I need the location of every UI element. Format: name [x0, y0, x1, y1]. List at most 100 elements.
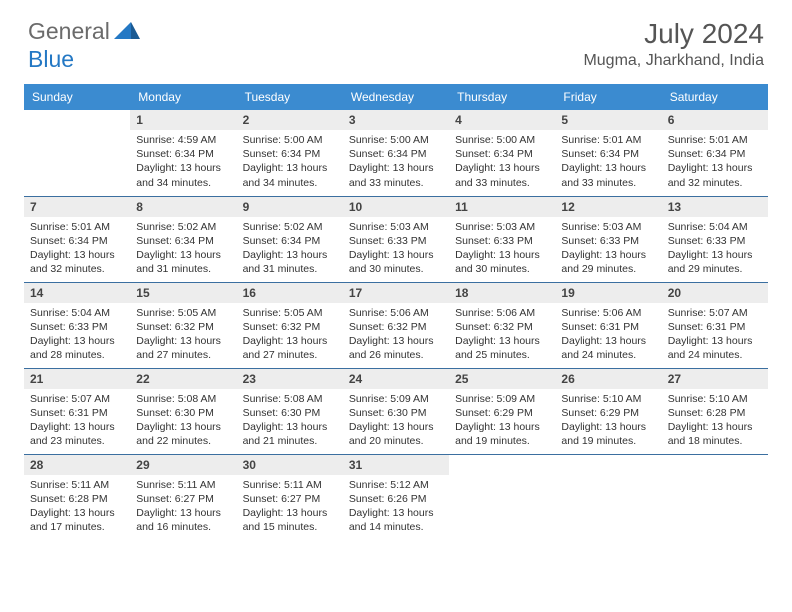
day-number: 29	[130, 455, 236, 475]
sunrise-text: Sunrise: 5:03 AM	[455, 220, 549, 234]
calendar-day-cell: 23Sunrise: 5:08 AMSunset: 6:30 PMDayligh…	[237, 368, 343, 454]
sunset-text: Sunset: 6:31 PM	[30, 406, 124, 420]
calendar-day-cell: 26Sunrise: 5:10 AMSunset: 6:29 PMDayligh…	[555, 368, 661, 454]
day-details: Sunrise: 5:06 AMSunset: 6:32 PMDaylight:…	[449, 303, 555, 367]
day-number: 7	[24, 197, 130, 217]
calendar-day-cell: 30Sunrise: 5:11 AMSunset: 6:27 PMDayligh…	[237, 454, 343, 540]
day-number: 6	[662, 110, 768, 130]
calendar-table: Sunday Monday Tuesday Wednesday Thursday…	[24, 84, 768, 540]
day-details: Sunrise: 5:05 AMSunset: 6:32 PMDaylight:…	[130, 303, 236, 367]
day-details: Sunrise: 5:03 AMSunset: 6:33 PMDaylight:…	[555, 217, 661, 281]
location-subtitle: Mugma, Jharkhand, India	[583, 52, 764, 70]
sunrise-text: Sunrise: 5:06 AM	[561, 306, 655, 320]
daylight-text: Daylight: 13 hours and 20 minutes.	[349, 420, 443, 448]
daylight-text: Daylight: 13 hours and 34 minutes.	[243, 161, 337, 189]
weekday-header: Monday	[130, 84, 236, 110]
calendar-week-row: 28Sunrise: 5:11 AMSunset: 6:28 PMDayligh…	[24, 454, 768, 540]
calendar-day-cell: 5Sunrise: 5:01 AMSunset: 6:34 PMDaylight…	[555, 110, 661, 196]
day-number: 5	[555, 110, 661, 130]
day-number: 24	[343, 369, 449, 389]
day-number: 16	[237, 283, 343, 303]
calendar-day-cell: 21Sunrise: 5:07 AMSunset: 6:31 PMDayligh…	[24, 368, 130, 454]
daylight-text: Daylight: 13 hours and 33 minutes.	[349, 161, 443, 189]
sunrise-text: Sunrise: 5:06 AM	[349, 306, 443, 320]
weekday-header: Wednesday	[343, 84, 449, 110]
sunrise-text: Sunrise: 5:07 AM	[30, 392, 124, 406]
title-block: July 2024 Mugma, Jharkhand, India	[583, 18, 764, 70]
sunset-text: Sunset: 6:33 PM	[561, 234, 655, 248]
day-number: 4	[449, 110, 555, 130]
daylight-text: Daylight: 13 hours and 32 minutes.	[30, 248, 124, 276]
day-details: Sunrise: 5:05 AMSunset: 6:32 PMDaylight:…	[237, 303, 343, 367]
weekday-header: Tuesday	[237, 84, 343, 110]
day-details: Sunrise: 5:10 AMSunset: 6:29 PMDaylight:…	[555, 389, 661, 453]
daylight-text: Daylight: 13 hours and 25 minutes.	[455, 334, 549, 362]
sunset-text: Sunset: 6:26 PM	[349, 492, 443, 506]
calendar-day-cell	[24, 110, 130, 196]
day-details: Sunrise: 5:06 AMSunset: 6:32 PMDaylight:…	[343, 303, 449, 367]
day-details: Sunrise: 5:09 AMSunset: 6:29 PMDaylight:…	[449, 389, 555, 453]
calendar-day-cell: 7Sunrise: 5:01 AMSunset: 6:34 PMDaylight…	[24, 196, 130, 282]
sunset-text: Sunset: 6:33 PM	[668, 234, 762, 248]
sunrise-text: Sunrise: 5:05 AM	[243, 306, 337, 320]
day-number: 8	[130, 197, 236, 217]
daylight-text: Daylight: 13 hours and 19 minutes.	[455, 420, 549, 448]
day-details: Sunrise: 5:04 AMSunset: 6:33 PMDaylight:…	[24, 303, 130, 367]
calendar-day-cell: 29Sunrise: 5:11 AMSunset: 6:27 PMDayligh…	[130, 454, 236, 540]
sunset-text: Sunset: 6:27 PM	[243, 492, 337, 506]
day-number: 10	[343, 197, 449, 217]
day-details: Sunrise: 5:07 AMSunset: 6:31 PMDaylight:…	[24, 389, 130, 453]
calendar-day-cell	[555, 454, 661, 540]
calendar-day-cell: 12Sunrise: 5:03 AMSunset: 6:33 PMDayligh…	[555, 196, 661, 282]
calendar-day-cell: 24Sunrise: 5:09 AMSunset: 6:30 PMDayligh…	[343, 368, 449, 454]
brand-logo: General	[28, 18, 142, 45]
sunrise-text: Sunrise: 5:03 AM	[561, 220, 655, 234]
day-number: 21	[24, 369, 130, 389]
daylight-text: Daylight: 13 hours and 32 minutes.	[668, 161, 762, 189]
calendar-day-cell: 16Sunrise: 5:05 AMSunset: 6:32 PMDayligh…	[237, 282, 343, 368]
sunrise-text: Sunrise: 5:02 AM	[243, 220, 337, 234]
day-number: 14	[24, 283, 130, 303]
calendar-day-cell: 10Sunrise: 5:03 AMSunset: 6:33 PMDayligh…	[343, 196, 449, 282]
sunrise-text: Sunrise: 5:10 AM	[561, 392, 655, 406]
weekday-header: Saturday	[662, 84, 768, 110]
day-number: 11	[449, 197, 555, 217]
day-number: 17	[343, 283, 449, 303]
brand-part2: Blue	[28, 46, 74, 72]
weekday-header: Friday	[555, 84, 661, 110]
calendar-day-cell: 3Sunrise: 5:00 AMSunset: 6:34 PMDaylight…	[343, 110, 449, 196]
daylight-text: Daylight: 13 hours and 30 minutes.	[349, 248, 443, 276]
day-details: Sunrise: 5:01 AMSunset: 6:34 PMDaylight:…	[662, 130, 768, 194]
sunset-text: Sunset: 6:34 PM	[243, 147, 337, 161]
day-number: 23	[237, 369, 343, 389]
sunrise-text: Sunrise: 5:00 AM	[243, 133, 337, 147]
day-details: Sunrise: 5:08 AMSunset: 6:30 PMDaylight:…	[237, 389, 343, 453]
calendar-day-cell	[662, 454, 768, 540]
sunset-text: Sunset: 6:32 PM	[243, 320, 337, 334]
calendar-day-cell: 25Sunrise: 5:09 AMSunset: 6:29 PMDayligh…	[449, 368, 555, 454]
calendar-day-cell: 6Sunrise: 5:01 AMSunset: 6:34 PMDaylight…	[662, 110, 768, 196]
day-details: Sunrise: 5:00 AMSunset: 6:34 PMDaylight:…	[343, 130, 449, 194]
calendar-day-cell: 18Sunrise: 5:06 AMSunset: 6:32 PMDayligh…	[449, 282, 555, 368]
sunset-text: Sunset: 6:32 PM	[455, 320, 549, 334]
day-number: 20	[662, 283, 768, 303]
calendar-day-cell: 2Sunrise: 5:00 AMSunset: 6:34 PMDaylight…	[237, 110, 343, 196]
daylight-text: Daylight: 13 hours and 27 minutes.	[136, 334, 230, 362]
sunrise-text: Sunrise: 5:01 AM	[30, 220, 124, 234]
sunrise-text: Sunrise: 5:07 AM	[668, 306, 762, 320]
day-details: Sunrise: 5:02 AMSunset: 6:34 PMDaylight:…	[130, 217, 236, 281]
sunset-text: Sunset: 6:34 PM	[349, 147, 443, 161]
calendar-day-cell: 14Sunrise: 5:04 AMSunset: 6:33 PMDayligh…	[24, 282, 130, 368]
day-details: Sunrise: 5:07 AMSunset: 6:31 PMDaylight:…	[662, 303, 768, 367]
calendar-day-cell: 1Sunrise: 4:59 AMSunset: 6:34 PMDaylight…	[130, 110, 236, 196]
daylight-text: Daylight: 13 hours and 19 minutes.	[561, 420, 655, 448]
daylight-text: Daylight: 13 hours and 24 minutes.	[561, 334, 655, 362]
sunset-text: Sunset: 6:34 PM	[668, 147, 762, 161]
daylight-text: Daylight: 13 hours and 29 minutes.	[668, 248, 762, 276]
calendar-week-row: 21Sunrise: 5:07 AMSunset: 6:31 PMDayligh…	[24, 368, 768, 454]
daylight-text: Daylight: 13 hours and 22 minutes.	[136, 420, 230, 448]
day-number: 15	[130, 283, 236, 303]
sunrise-text: Sunrise: 5:09 AM	[349, 392, 443, 406]
calendar-day-cell: 11Sunrise: 5:03 AMSunset: 6:33 PMDayligh…	[449, 196, 555, 282]
sunset-text: Sunset: 6:33 PM	[30, 320, 124, 334]
